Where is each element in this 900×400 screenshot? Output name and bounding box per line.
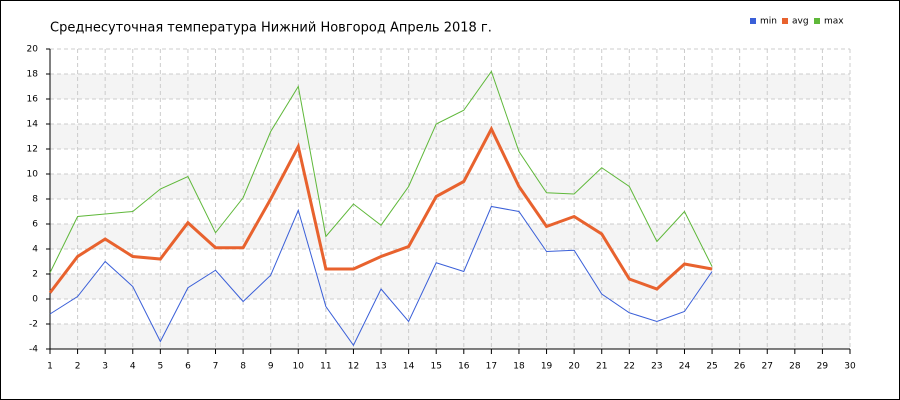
x-tick-label: 16 [458,362,470,372]
x-tick-label: 7 [213,362,219,372]
series-line [49,70,713,273]
legend-label: avg [792,17,809,27]
band [50,174,850,199]
x-tick-label: 21 [596,362,607,372]
y-tick-label: 12 [27,145,38,155]
legend-label: min [760,17,777,27]
x-tick-label: 4 [130,362,136,372]
legend-swatch [814,18,820,24]
series-line [48,125,713,294]
x-tick-label: 14 [403,362,415,372]
x-tick-label: 17 [486,362,497,372]
band [50,124,850,149]
x-tick-label: 25 [706,362,717,372]
x-tick-label: 10 [293,362,305,372]
y-tick-label: 2 [32,270,38,280]
x-tick-label: 15 [430,362,441,372]
x-tick-label: 27 [762,362,773,372]
band [50,74,850,99]
y-tick-label: 0 [32,295,38,305]
y-tick-label: 10 [27,170,39,180]
series-line [49,205,713,347]
y-tick-label: 4 [32,245,38,255]
legend-swatch [750,18,756,24]
x-tick-label: 9 [268,362,274,372]
x-tick-label: 5 [157,362,163,372]
chart-title: Среднесуточная температура Нижний Новгор… [50,21,492,36]
band [50,324,850,349]
y-tick-label: 14 [27,120,39,130]
y-tick-label: 18 [27,70,39,80]
x-tick-label: 23 [651,362,662,372]
x-tick-label: 3 [102,362,108,372]
x-tick-label: 11 [320,362,331,372]
x-tick-label: 24 [679,362,691,372]
x-tick-label: 19 [541,362,553,372]
y-tick-label: 16 [27,95,39,105]
x-tick-label: 8 [240,362,246,372]
x-tick-label: 29 [817,362,829,372]
y-tick-label: -2 [29,320,38,330]
x-tick-label: 1 [47,362,53,372]
x-tick-label: 20 [568,362,580,372]
x-tick-label: 18 [513,362,525,372]
x-tick-label: 2 [75,362,81,372]
y-tick-label: 20 [27,45,39,55]
x-tick-label: 28 [789,362,801,372]
x-tick-label: 22 [624,362,635,372]
x-tick-label: 12 [348,362,359,372]
y-tick-label: 8 [32,195,38,205]
band [50,274,850,299]
y-tick-label: -4 [29,345,38,355]
y-tick-label: 6 [32,220,38,230]
x-tick-label: 13 [375,362,386,372]
x-tick-label: 30 [844,362,856,372]
x-tick-label: 6 [185,362,191,372]
x-tick-label: 26 [734,362,746,372]
legend-swatch [782,18,788,24]
legend-label: max [824,17,844,27]
